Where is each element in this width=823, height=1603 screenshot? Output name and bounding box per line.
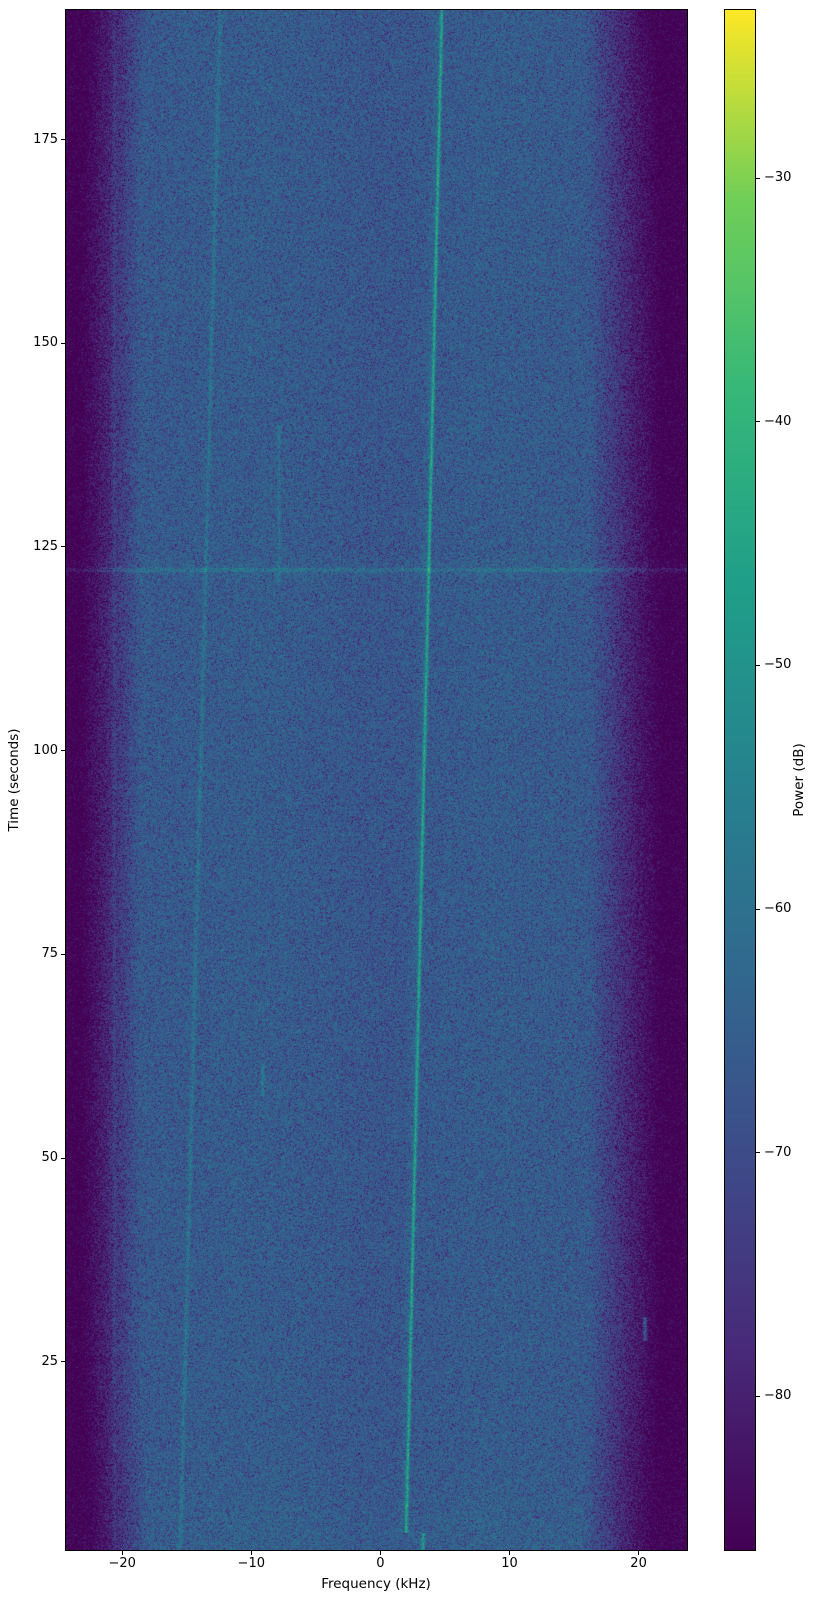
y-axis-label: Time (seconds) (6, 728, 22, 832)
y-tick-mark (61, 750, 65, 752)
y-tick-mark (61, 139, 65, 141)
colorbar-tick-mark (756, 1395, 760, 1397)
y-tick-mark (61, 546, 65, 548)
x-tick-mark (508, 1551, 510, 1555)
y-tick-label: 75 (41, 946, 58, 962)
colorbar-tick-label: −30 (764, 170, 792, 186)
x-tick-mark (250, 1551, 252, 1555)
y-tick-label: 50 (41, 1150, 58, 1166)
x-tick-mark (121, 1551, 123, 1555)
y-tick-label: 100 (33, 742, 58, 758)
y-tick-label: 150 (33, 335, 58, 351)
y-tick-label: 125 (33, 538, 58, 554)
colorbar-tick-label: −50 (764, 657, 792, 673)
x-axis-label: Frequency (kHz) (321, 1576, 431, 1592)
x-tick-mark (379, 1551, 381, 1555)
colorbar-tick-mark (756, 177, 760, 179)
colorbar-label: Power (dB) (791, 743, 807, 817)
x-tick-label: 10 (501, 1556, 518, 1571)
colorbar-tick-label: −80 (764, 1388, 792, 1404)
x-tick-label: −10 (237, 1556, 265, 1571)
y-tick-mark (61, 1361, 65, 1363)
x-tick-mark (638, 1551, 640, 1555)
colorbar-tick-label: −60 (764, 901, 792, 917)
colorbar-tick-mark (756, 664, 760, 666)
x-tick-label: −20 (108, 1556, 136, 1571)
colorbar-tick-mark (756, 908, 760, 910)
colorbar-tick-label: −40 (764, 413, 792, 429)
y-tick-mark (61, 953, 65, 955)
y-tick-mark (61, 1157, 65, 1159)
y-tick-label: 175 (33, 131, 58, 147)
colorbar-tick-label: −70 (764, 1144, 792, 1160)
colorbar-tick-mark (756, 421, 760, 423)
x-tick-label: 0 (376, 1556, 385, 1571)
x-tick-label: 20 (630, 1556, 647, 1571)
colorbar-tick-mark (756, 1152, 760, 1154)
colorbar (725, 10, 755, 1550)
y-tick-mark (61, 342, 65, 344)
spectrogram-canvas (66, 10, 687, 1550)
y-tick-label: 25 (41, 1353, 58, 1369)
